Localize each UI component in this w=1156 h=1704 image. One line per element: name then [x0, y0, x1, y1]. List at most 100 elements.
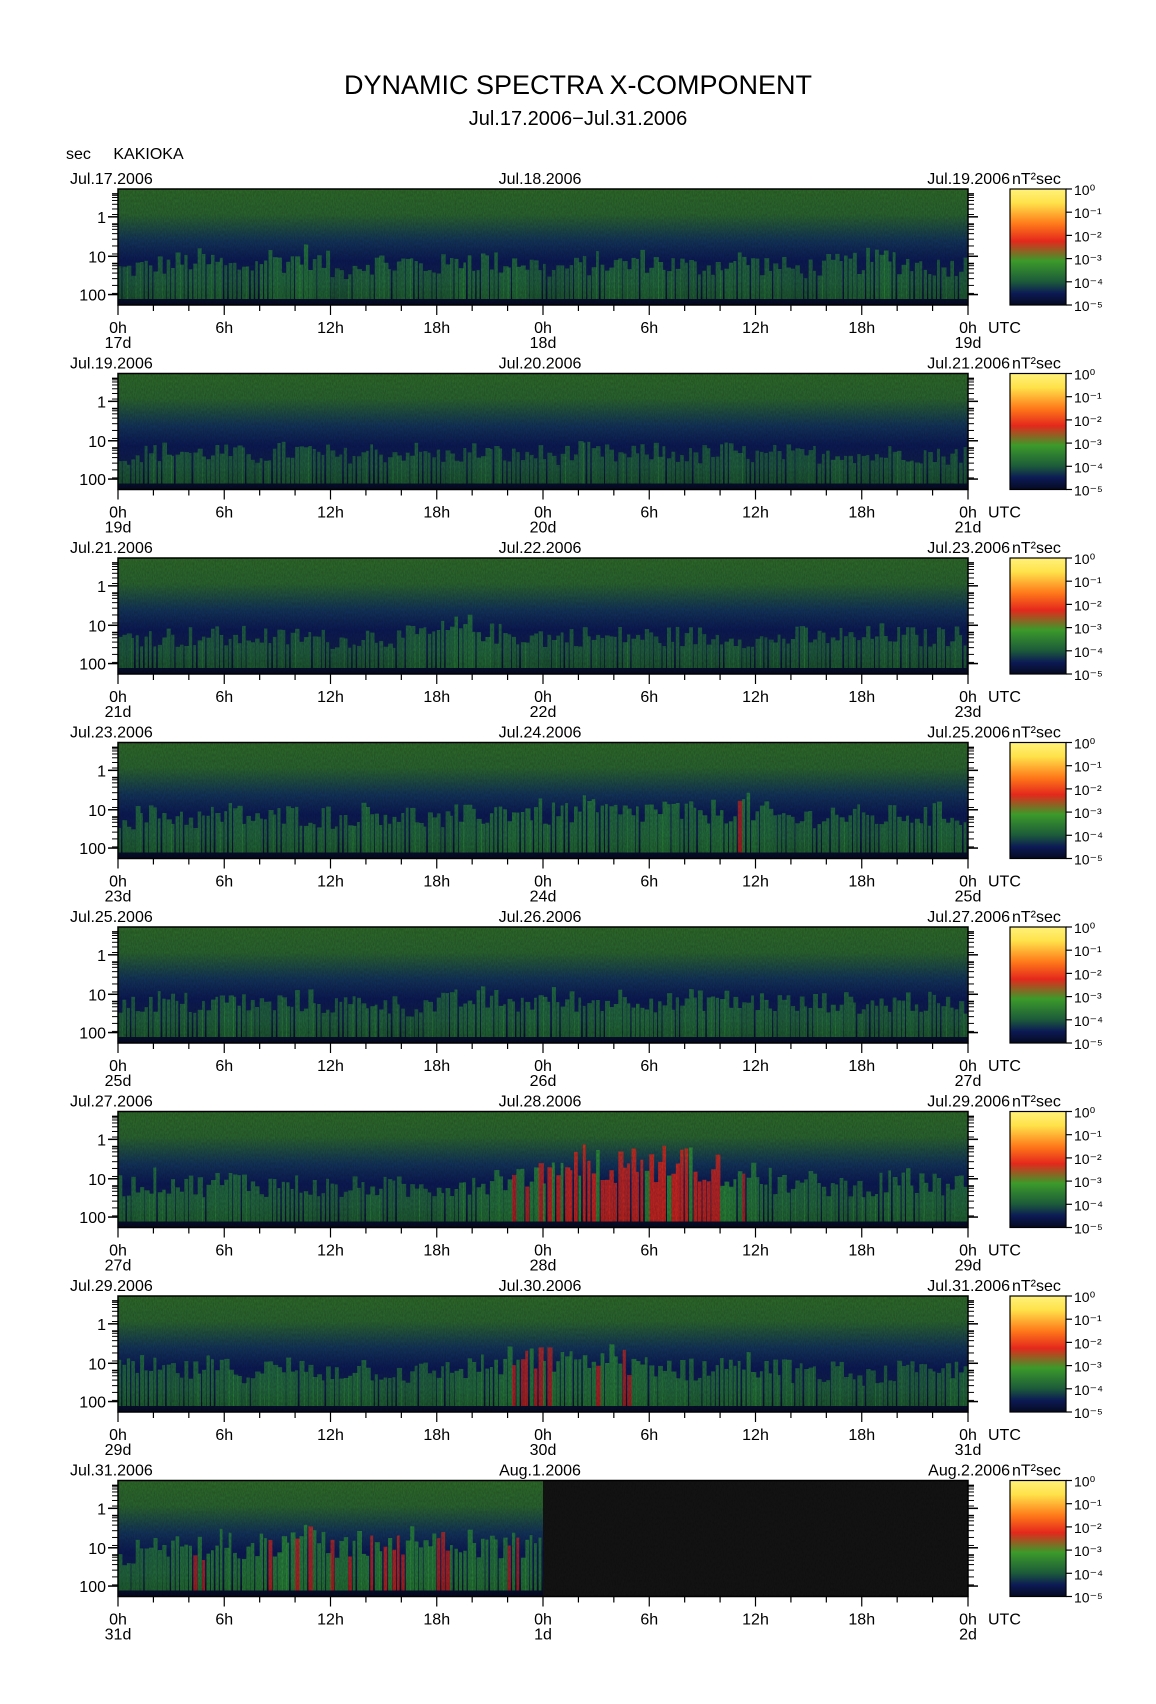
- x-tick-label: 12h: [742, 689, 769, 706]
- x-tick-label: 0h: [534, 689, 552, 706]
- x-tick-label: 6h: [215, 689, 233, 706]
- day-label: 20d: [530, 520, 557, 537]
- x-tick-label: 0h: [109, 320, 127, 337]
- spectra-grain: [118, 1480, 968, 1597]
- x-tick-label: 0h: [534, 1243, 552, 1260]
- x-tick-label: 12h: [742, 1243, 769, 1260]
- colorbar-label: 10⁻¹: [1074, 943, 1102, 959]
- colorbar-label: 10⁻¹: [1074, 574, 1102, 590]
- panel-date-left: Jul.21.2006: [70, 540, 153, 557]
- x-tick-label: 18h: [423, 505, 450, 522]
- day-label: 27d: [955, 1073, 982, 1090]
- y-tick-label: 1: [97, 1132, 106, 1149]
- y-tick-label: 1: [97, 763, 106, 780]
- y-tick-label: 100: [79, 1579, 106, 1596]
- x-tick-label: 0h: [959, 1058, 977, 1075]
- x-tick-label: 18h: [848, 505, 875, 522]
- x-tick-label: 18h: [848, 1427, 875, 1444]
- day-label: 22d: [530, 704, 557, 721]
- colorbar-label: 10⁻⁴: [1074, 828, 1103, 844]
- x-tick-label: 18h: [423, 1612, 450, 1629]
- panel-unit: nT²sec: [1012, 909, 1061, 926]
- spectra-panel: Jul.25.2006 Jul.26.2006 Jul.27.2006 nT²sec 1…: [70, 909, 1103, 1090]
- x-tick-label: 18h: [848, 1612, 875, 1629]
- panel-date-right: Jul.23.2006: [927, 540, 1010, 557]
- x-tick-label: 18h: [848, 689, 875, 706]
- y-tick-label: 100: [79, 657, 106, 674]
- spectra-grain: [118, 742, 968, 859]
- x-tick-label: 12h: [742, 505, 769, 522]
- panel-date-mid: Jul.20.2006: [499, 356, 582, 373]
- x-tick-label: 0h: [534, 1612, 552, 1629]
- x-tick-label: 6h: [640, 1612, 658, 1629]
- x-tick-label: 12h: [742, 1427, 769, 1444]
- colorbar-label: 10⁻³: [1074, 990, 1102, 1006]
- colorbar-label: 10⁻⁵: [1074, 852, 1103, 868]
- x-tick-label: 12h: [317, 505, 344, 522]
- panel-date-mid: Jul.18.2006: [499, 171, 582, 188]
- colorbar-label: 10⁰: [1074, 551, 1096, 567]
- spectra-panel: Jul.23.2006 Jul.24.2006 Jul.25.2006 nT²sec 1…: [70, 725, 1103, 906]
- colorbar-label: 10⁻³: [1074, 621, 1102, 637]
- x-tick-label: 6h: [215, 1612, 233, 1629]
- chart-title: DYNAMIC SPECTRA X-COMPONENT: [343, 70, 813, 100]
- x-tick-label: 6h: [640, 1243, 658, 1260]
- panel-date-mid: Jul.30.2006: [499, 1278, 582, 1295]
- panel-date-right: Jul.29.2006: [927, 1094, 1010, 1111]
- y-tick-label: 10: [88, 803, 106, 820]
- spectra-grain: [118, 189, 968, 305]
- station-row: sec KAKIOKA: [66, 146, 202, 164]
- y-tick-label: 100: [79, 1026, 106, 1043]
- spectra-panel: Jul.21.2006 Jul.22.2006 Jul.23.2006 nT²sec 1…: [70, 540, 1103, 721]
- day-label: 31d: [105, 1627, 132, 1644]
- x-tick-label: 0h: [109, 1058, 127, 1075]
- panel-date-right: Jul.19.2006: [927, 171, 1010, 188]
- colorbar-label: 10⁻²: [1074, 597, 1102, 613]
- colorbar-label: 10⁻¹: [1074, 1312, 1102, 1328]
- colorbar-label: 10⁻³: [1074, 436, 1102, 452]
- day-label: 1d: [534, 1627, 552, 1644]
- colorbar-label: 10⁻⁵: [1074, 667, 1103, 683]
- panel-date-left: Jul.17.2006: [70, 171, 153, 188]
- colorbar-label: 10⁰: [1074, 1474, 1096, 1490]
- x-tick-label: 0h: [959, 1243, 977, 1260]
- x-tick-label: 6h: [640, 320, 658, 337]
- x-tick-label: 6h: [640, 505, 658, 522]
- colorbar-label: 10⁻⁴: [1074, 459, 1103, 475]
- x-tick-label: 0h: [959, 1612, 977, 1629]
- colorbar-label: 10⁻⁵: [1074, 298, 1103, 314]
- spectra-grain: [118, 373, 968, 490]
- x-tick-label: 12h: [742, 320, 769, 337]
- x-tick-label: 18h: [423, 1427, 450, 1444]
- y-unit-label: sec: [66, 146, 91, 163]
- day-label: 25d: [105, 1073, 132, 1090]
- colorbar-label: 10⁻³: [1074, 1359, 1102, 1375]
- x-tick-label: 6h: [640, 874, 658, 891]
- colorbar-label: 10⁰: [1074, 182, 1096, 198]
- x-tick-label: 18h: [423, 1058, 450, 1075]
- colorbar-label: 10⁻¹: [1074, 205, 1102, 221]
- x-tick-label: 0h: [109, 505, 127, 522]
- y-tick-label: 1: [97, 948, 106, 965]
- y-tick-label: 100: [79, 1210, 106, 1227]
- colorbar-label: 10⁻³: [1074, 1174, 1102, 1190]
- x-tick-label: 18h: [423, 320, 450, 337]
- colorbar-label: 10⁻⁵: [1074, 1405, 1103, 1421]
- panel-date-left: Jul.19.2006: [70, 356, 153, 373]
- x-tick-label: 6h: [215, 505, 233, 522]
- day-label: 28d: [530, 1258, 557, 1275]
- spectra-panel: Jul.27.2006 Jul.28.2006 Jul.29.2006 nT²sec 1…: [70, 1094, 1103, 1275]
- panel-unit: nT²sec: [1012, 171, 1061, 188]
- panel-date-left: Jul.25.2006: [70, 909, 153, 926]
- colorbar-label: 10⁻³: [1074, 1543, 1102, 1559]
- y-tick-label: 10: [88, 434, 106, 451]
- utc-label: UTC: [988, 874, 1021, 891]
- colorbar-label: 10⁻²: [1074, 228, 1102, 244]
- y-tick-label: 1: [97, 1501, 106, 1518]
- day-label: 29d: [105, 1442, 132, 1459]
- day-label: 2d: [959, 1627, 977, 1644]
- colorbar-label: 10⁻⁴: [1074, 1197, 1103, 1213]
- utc-label: UTC: [988, 1243, 1021, 1260]
- panel-date-right: Aug.2.2006: [928, 1463, 1010, 1480]
